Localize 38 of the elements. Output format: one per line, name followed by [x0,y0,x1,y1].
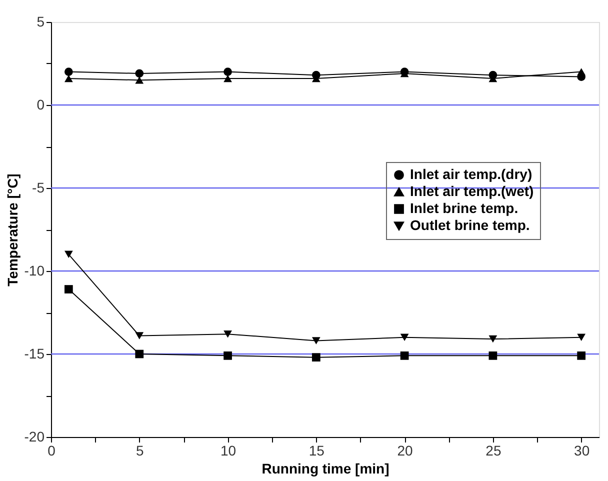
point [64,285,73,294]
y-tick-label: 5 [36,14,45,30]
point [64,250,73,258]
point [577,351,586,360]
point [224,351,232,360]
y-axis-title: Temperature [°C] [4,174,20,286]
x-tick-label: 5 [136,442,144,458]
x-tick-label: 30 [574,442,590,458]
y-tick-label: -20 [24,428,45,444]
x-tick-label: 15 [308,442,325,458]
point [224,68,232,76]
point [577,68,586,76]
y-tick-label: 0 [36,96,45,112]
y-tick-label: -5 [32,180,45,196]
point [135,69,144,78]
legend-label: Inlet brine temp. [410,200,518,216]
point [577,334,586,342]
legend-label: Outlet brine temp. [410,217,530,233]
point [488,351,498,360]
x-tick-label: 25 [486,442,502,458]
x-tick-label: 0 [48,442,56,458]
x-tick-label: 20 [397,442,414,458]
point [488,335,498,343]
point [64,68,73,76]
y-tick-label: -10 [24,262,45,278]
point [224,74,232,82]
point [224,330,232,338]
point [135,332,144,340]
x-tick-label: 10 [220,442,236,458]
point [64,74,73,82]
legend-label: Inlet air temp.(dry) [410,166,532,182]
x-axis-title: Running time [min] [262,460,390,476]
point [135,350,144,358]
y-tick-label: -15 [24,346,45,362]
point [400,351,409,360]
point [400,334,409,342]
point [312,337,320,344]
point [312,353,320,362]
